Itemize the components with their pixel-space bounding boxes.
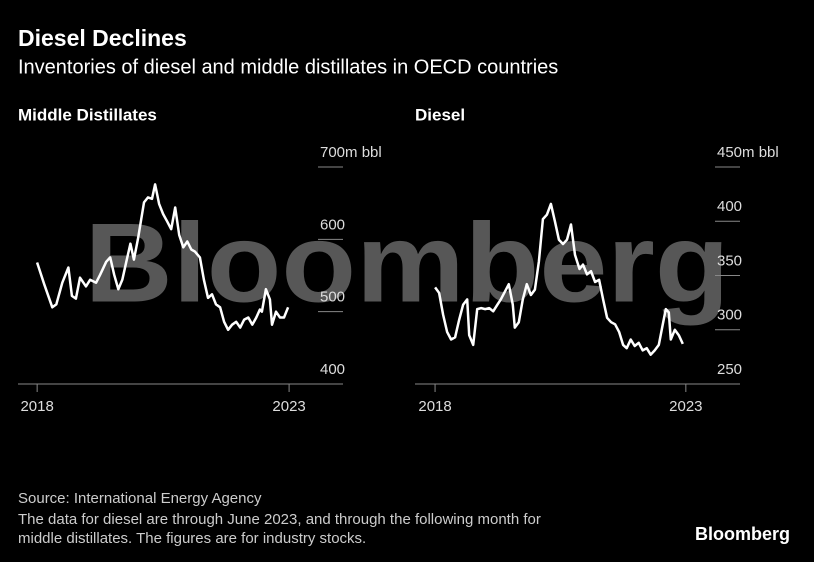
y-tick-label: 500 — [320, 289, 345, 306]
y-tick-label: 700m bbl — [320, 144, 382, 161]
y-tick-label: 600 — [320, 216, 345, 233]
data-line — [35, 183, 290, 332]
logo: Bloomberg — [695, 524, 790, 544]
note-line: The data for diesel are through June 202… — [18, 511, 541, 528]
note-line: middle distillates. The figures are for … — [18, 530, 366, 547]
y-tick-label: 300 — [717, 307, 742, 324]
watermark: Bloomberg — [85, 201, 730, 326]
data-line — [434, 202, 684, 356]
y-tick-label: 250 — [717, 361, 742, 378]
y-tick-label: 400 — [717, 198, 742, 215]
panel-title: Middle Distillates — [18, 105, 157, 124]
source: Source: International Energy Agency — [18, 490, 262, 507]
y-tick-label: 450m bbl — [717, 144, 779, 161]
y-tick-label: 400 — [320, 361, 345, 378]
panel-title: Diesel — [415, 105, 465, 124]
title: Diesel Declines — [18, 25, 187, 51]
x-tick-label: 2018 — [418, 398, 451, 415]
subtitle: Inventories of diesel and middle distill… — [18, 56, 558, 78]
y-tick-label: 350 — [717, 252, 742, 269]
x-tick-label: 2023 — [669, 398, 702, 415]
x-tick-label: 2023 — [272, 398, 305, 415]
x-tick-label: 2018 — [20, 398, 53, 415]
